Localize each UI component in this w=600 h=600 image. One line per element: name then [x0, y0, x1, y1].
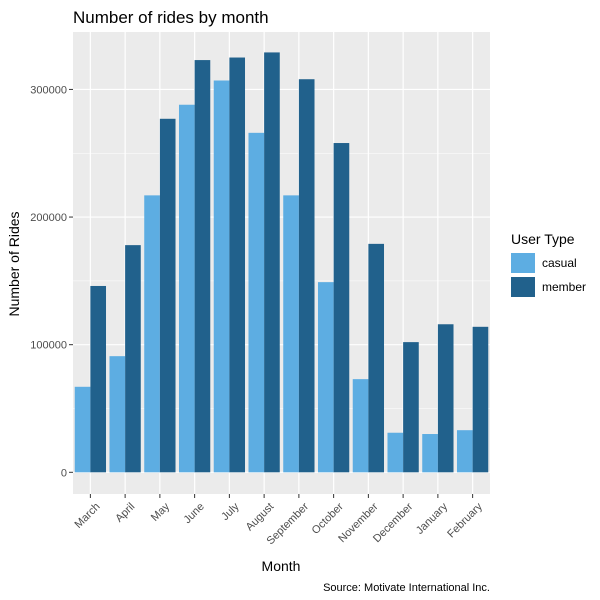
bar-member-august	[264, 52, 280, 473]
bar-member-july	[229, 57, 246, 473]
bar-casual-june	[178, 104, 195, 473]
chart-title: Number of rides by month	[73, 8, 269, 27]
legend-title: User Type	[511, 231, 575, 247]
bar-casual-november	[352, 379, 369, 473]
bar-casual-august	[248, 132, 265, 473]
legend-label-member: member	[542, 280, 586, 294]
bar-casual-may	[144, 195, 160, 473]
y-tick-label: 0	[61, 467, 67, 479]
bar-member-october	[333, 143, 350, 473]
y-tick-label: 200000	[30, 212, 67, 224]
x-tick-label: March	[72, 501, 102, 531]
bar-member-november	[368, 243, 385, 473]
bar-member-march	[90, 285, 107, 473]
x-tick-label: August	[244, 501, 277, 534]
x-tick-label: February	[445, 500, 485, 540]
y-tick-label: 100000	[30, 340, 67, 352]
x-tick-label: May	[149, 500, 173, 524]
x-axis-title: Month	[262, 558, 301, 574]
y-axis-title: Number of Rides	[6, 211, 22, 316]
plot-panel	[73, 32, 490, 494]
bar-casual-september	[283, 195, 299, 473]
x-tick-label: June	[181, 501, 206, 526]
bar-member-february	[472, 326, 489, 473]
bar-casual-april	[109, 356, 126, 473]
legend-key-member	[511, 277, 535, 297]
x-tick-label: April	[113, 501, 137, 525]
bar-casual-january	[422, 434, 438, 473]
legend-label-casual: casual	[542, 256, 577, 270]
bars	[74, 52, 489, 473]
legend-key-casual	[511, 253, 535, 273]
bar-member-december	[403, 342, 419, 473]
bar-member-january	[437, 324, 454, 473]
bar-casual-july	[213, 80, 230, 473]
source-caption: Source: Motivate International Inc.	[323, 582, 490, 594]
bar-casual-december	[387, 432, 404, 473]
bar-casual-october	[317, 282, 334, 473]
bar-member-september	[298, 79, 315, 473]
bar-casual-february	[456, 430, 473, 473]
x-tick-label: July	[219, 500, 242, 523]
y-tick-label: 300000	[30, 84, 67, 96]
bar-casual-march	[74, 386, 91, 473]
bar-member-april	[125, 245, 141, 473]
legend: User Type casual member	[511, 231, 586, 297]
bar-member-june	[194, 60, 211, 473]
bar-member-may	[159, 118, 176, 473]
